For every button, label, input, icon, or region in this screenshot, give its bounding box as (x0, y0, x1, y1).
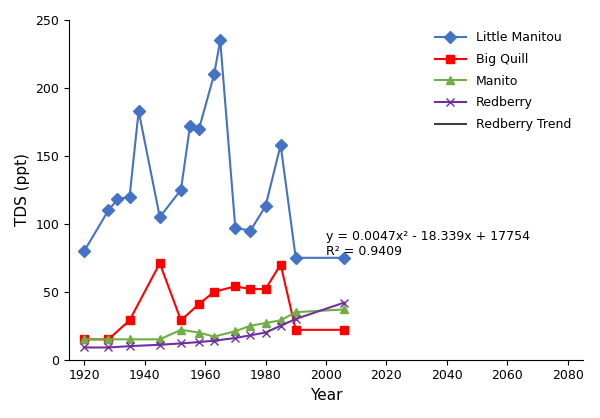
Redberry (156, 342, 163, 347)
Little Manitou (187, 123, 194, 128)
Redberry (262, 330, 269, 335)
Big Quill (80, 337, 88, 342)
Big Quill (178, 318, 185, 323)
Redberry (196, 339, 203, 344)
Manito (105, 337, 112, 342)
Text: y = 0.0047x² - 18.339x + 17754
R² = 0.9409: y = 0.0047x² - 18.339x + 17754 R² = 0.94… (326, 230, 530, 258)
Manito (292, 310, 299, 315)
Redberry (232, 336, 239, 341)
Little Manitou (178, 187, 185, 192)
Big Quill (156, 261, 163, 266)
Big Quill (247, 287, 254, 292)
X-axis label: Year: Year (310, 388, 342, 403)
Little Manitou (277, 143, 284, 148)
Big Quill (196, 301, 203, 306)
Little Manitou (247, 228, 254, 233)
Little Manitou (156, 214, 163, 219)
Manito (178, 327, 185, 332)
Manito (277, 318, 284, 323)
Little Manitou (262, 204, 269, 209)
Manito (232, 329, 239, 334)
Legend: Little Manitou, Big Quill, Manito, Redberry, Redberry Trend: Little Manitou, Big Quill, Manito, Redbe… (430, 26, 577, 136)
Big Quill (126, 318, 133, 323)
Redberry (292, 316, 299, 321)
Manito (262, 321, 269, 326)
Manito (196, 330, 203, 335)
Redberry (211, 338, 218, 343)
Little Manitou (217, 38, 224, 43)
Big Quill (232, 284, 239, 289)
Redberry (340, 300, 347, 305)
Little Manitou (211, 72, 218, 77)
Little Manitou (292, 255, 299, 260)
Little Manitou (126, 194, 133, 199)
Big Quill (292, 327, 299, 332)
Manito (247, 323, 254, 328)
Big Quill (211, 289, 218, 294)
Little Manitou (340, 255, 347, 260)
Little Manitou (105, 208, 112, 213)
Line: Redberry: Redberry (80, 298, 348, 352)
Line: Big Quill: Big Quill (80, 259, 348, 344)
Redberry (80, 345, 88, 350)
Little Manitou (196, 126, 203, 131)
Manito (211, 334, 218, 339)
Redberry (126, 344, 133, 349)
Manito (80, 337, 88, 342)
Line: Manito: Manito (80, 305, 348, 344)
Little Manitou (232, 225, 239, 230)
Manito (156, 337, 163, 342)
Big Quill (262, 287, 269, 292)
Manito (126, 337, 133, 342)
Redberry (247, 333, 254, 338)
Line: Little Manitou: Little Manitou (80, 36, 348, 262)
Little Manitou (80, 249, 88, 254)
Little Manitou (114, 197, 121, 202)
Redberry (178, 341, 185, 346)
Little Manitou (135, 109, 142, 114)
Redberry (277, 323, 284, 328)
Y-axis label: TDS (ppt): TDS (ppt) (15, 153, 30, 227)
Manito (340, 307, 347, 312)
Big Quill (340, 327, 347, 332)
Big Quill (105, 337, 112, 342)
Big Quill (277, 262, 284, 267)
Redberry (105, 345, 112, 350)
